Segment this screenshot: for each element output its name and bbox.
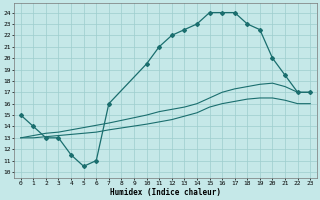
X-axis label: Humidex (Indice chaleur): Humidex (Indice chaleur) [110,188,221,197]
